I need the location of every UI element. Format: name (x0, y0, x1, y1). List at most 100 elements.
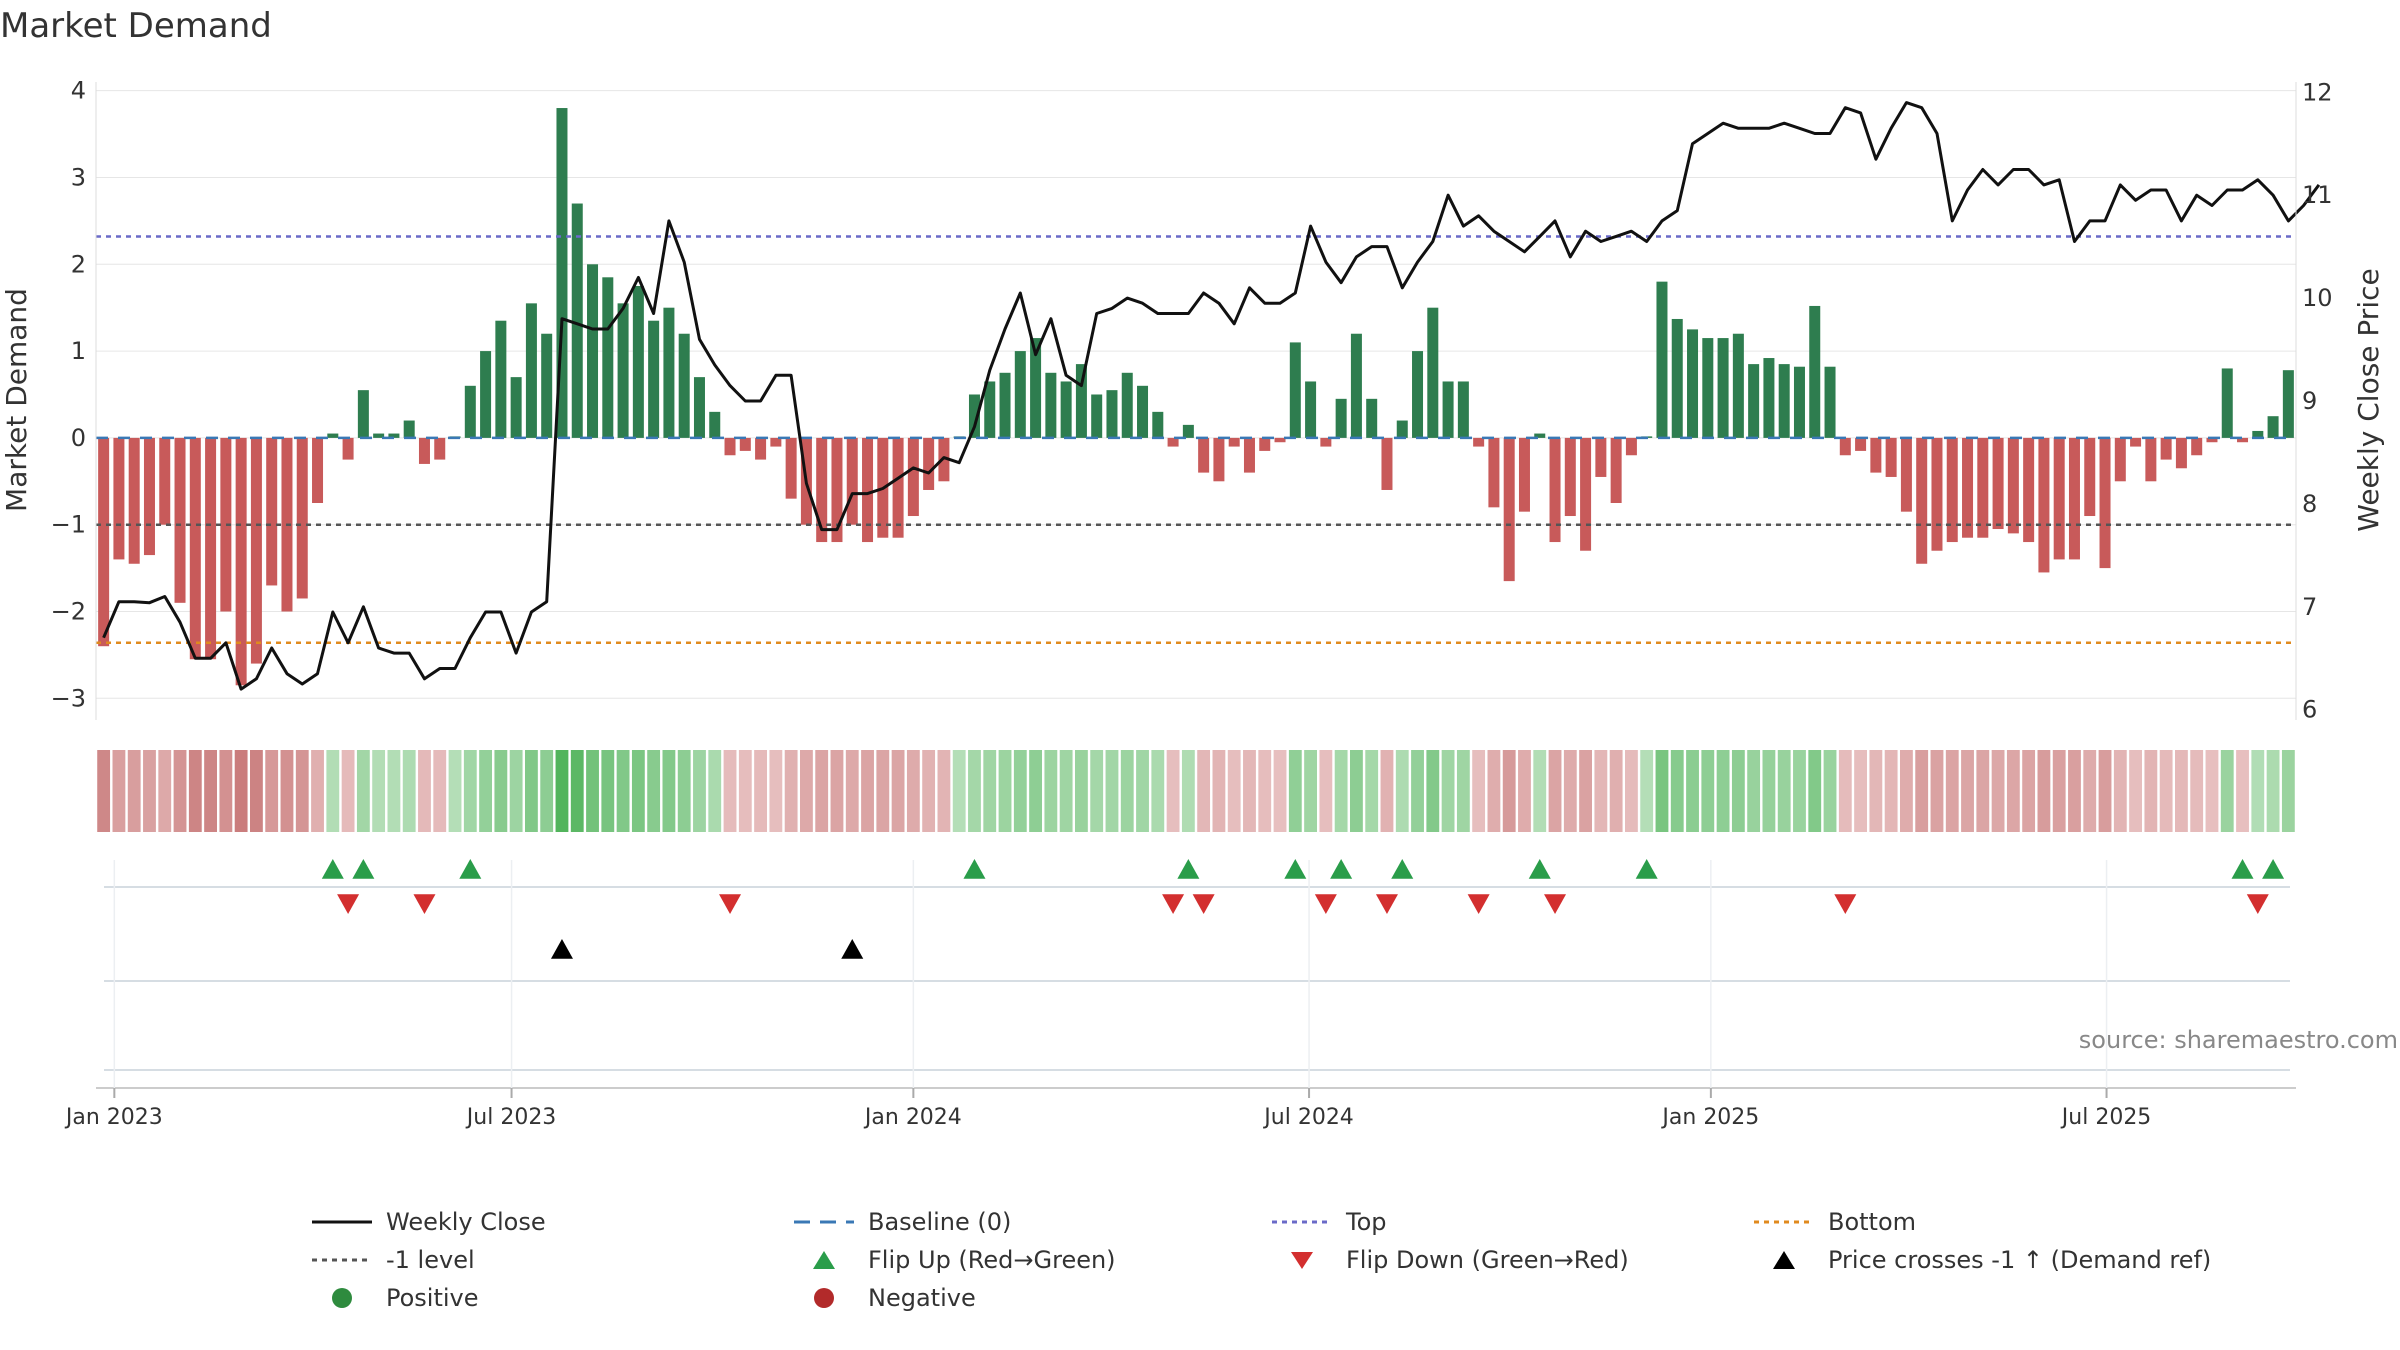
demand-bar (1198, 437, 1210, 473)
demand-bar (1259, 437, 1271, 451)
demand-bar (464, 385, 476, 438)
strip-cell (1961, 750, 1974, 832)
strip-cell (1197, 750, 1211, 832)
strip-cell (494, 750, 508, 832)
demand-bar (1564, 437, 1576, 517)
strip-cell (341, 750, 355, 832)
demand-bar (266, 437, 278, 586)
strip-cell (448, 750, 462, 832)
strip-cell (1930, 750, 1944, 832)
strip-cell (1273, 750, 1287, 832)
strip-cell (2052, 750, 2066, 832)
flip-down-marker (1467, 894, 1490, 914)
strip-cell (1609, 750, 1623, 832)
demand-bar (174, 437, 186, 603)
strip-cell (800, 750, 813, 832)
strip-cell (127, 750, 141, 832)
demand-bar (1106, 390, 1118, 438)
strip-cell (723, 750, 737, 832)
demand-bar (1717, 338, 1729, 438)
strip-cell (693, 750, 706, 832)
demand-bar (1855, 437, 1867, 451)
demand-bar (816, 437, 828, 543)
strip-cell (1945, 750, 1959, 832)
demand-bar (1793, 366, 1805, 438)
demand-bar (1488, 437, 1500, 508)
strip-cell (1426, 750, 1440, 832)
strip-cell (1181, 750, 1195, 832)
demand-bar (755, 437, 767, 460)
demand-bar (1534, 433, 1546, 438)
strip-cell (1655, 750, 1669, 832)
demand-bar (220, 437, 232, 612)
flip-down-marker (337, 894, 360, 914)
strip-cell (1487, 750, 1501, 832)
strip-cell (326, 750, 340, 832)
y-tick-label: −1 (51, 511, 86, 539)
demand-bar (968, 394, 980, 438)
demand-bar (1610, 437, 1622, 503)
demand-bars (98, 108, 2294, 686)
strip-cell (1747, 750, 1761, 832)
strip-cell (1350, 750, 1363, 832)
strip-cell (1166, 750, 1180, 832)
demand-bar (2068, 437, 2080, 560)
strip-cell (1212, 750, 1226, 832)
demand-bar (556, 108, 568, 438)
strip-cell (1304, 750, 1317, 832)
demand-bar (480, 351, 492, 438)
strip-cell (1075, 750, 1088, 832)
demand-bar (2267, 416, 2279, 438)
demand-bar (2023, 437, 2035, 543)
demand-bar (143, 437, 155, 556)
strip-cell (1227, 750, 1241, 832)
legend-price-cross: Price crosses -1 ↑ (Demand ref) (1752, 1246, 2211, 1274)
demand-bar (1962, 437, 1974, 538)
strip-cell (1059, 750, 1073, 832)
strip-cell (1013, 750, 1027, 832)
strip-cell (2068, 750, 2081, 832)
strip-cell (1548, 750, 1562, 832)
demand-bar (250, 437, 262, 664)
y2-tick-label: 12 (2302, 78, 2333, 106)
demand-bar (342, 437, 354, 460)
strip-cell (158, 750, 172, 832)
demand-bar (739, 437, 751, 451)
strip-cell (2144, 750, 2158, 832)
strip-cell (540, 750, 554, 832)
demand-bar (1595, 437, 1607, 477)
flip-up-marker (1528, 859, 1551, 879)
strip-cell (1900, 750, 1913, 832)
strip-cell (418, 750, 431, 832)
strip-cell (2205, 750, 2219, 832)
strip-cell (433, 750, 447, 832)
flip-down-marker (2246, 894, 2269, 914)
demand-bar (1977, 437, 1989, 538)
strip-cell (891, 750, 905, 832)
demand-bar (907, 437, 919, 517)
demand-bar (1839, 437, 1851, 456)
demand-bar (128, 437, 140, 564)
demand-bar (1213, 437, 1225, 482)
legend-label: Weekly Close (386, 1208, 546, 1236)
y2-tick-label: 9 (2302, 387, 2317, 415)
legend-top: Top (1270, 1208, 1387, 1236)
demand-bar (892, 437, 904, 538)
demand-bar (2237, 437, 2249, 443)
demand-bar (2282, 370, 2294, 438)
x-tick-label: Jul 2023 (465, 1105, 557, 1130)
demand-bar (1503, 437, 1515, 582)
strip-cell (754, 750, 767, 832)
circle-green-icon (332, 1288, 352, 1308)
demand-bar (1671, 318, 1683, 438)
strip-cell (402, 750, 416, 832)
strip-cell (372, 750, 386, 832)
strip-cell (188, 750, 202, 832)
strip-cell (769, 750, 783, 832)
demand-bar (2007, 437, 2019, 534)
strip-cell (1884, 750, 1898, 832)
demand-bar (1075, 364, 1087, 438)
demand-bar (1916, 437, 1928, 564)
strip-cell (1793, 750, 1806, 832)
demand-bar (1350, 333, 1362, 438)
